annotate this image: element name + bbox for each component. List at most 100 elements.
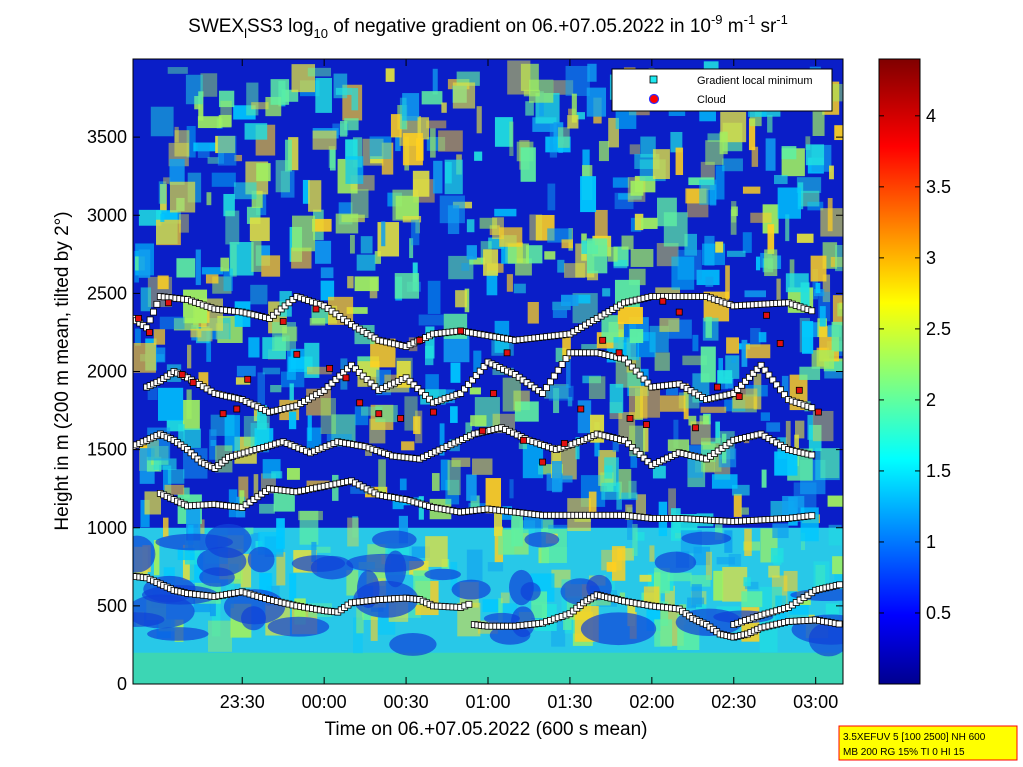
heatmap-cell xyxy=(820,208,843,237)
heatmap-cell xyxy=(452,82,476,109)
heatmap-cell xyxy=(140,287,152,312)
heatmap-cell xyxy=(601,315,619,343)
heatmap-cell xyxy=(447,460,461,496)
heatmap-cell xyxy=(198,91,204,121)
gradient-minimum-marker xyxy=(328,379,336,387)
heatmap-cell xyxy=(594,209,608,246)
heatmap-cell xyxy=(470,415,487,427)
cloud-marker xyxy=(643,421,650,429)
heatmap-cell xyxy=(717,370,733,384)
heatmap-cell xyxy=(427,280,441,314)
heatmap-cell xyxy=(673,419,679,449)
heatmap-cell xyxy=(777,187,801,219)
heatmap-cell xyxy=(412,170,430,197)
heatmap-cell xyxy=(580,176,597,213)
gradient-minimum-marker xyxy=(402,374,410,382)
heatmap-cell xyxy=(640,136,656,158)
heatmap-cell xyxy=(356,254,376,271)
heatmap-cell xyxy=(276,518,285,549)
cloud-marker xyxy=(735,393,743,400)
heatmap-cell xyxy=(443,334,470,363)
heatmap-cell xyxy=(607,246,618,262)
heatmap-cell xyxy=(356,605,364,634)
gradient-minimum-marker xyxy=(465,380,472,388)
y-tick-label: 3500 xyxy=(87,127,127,147)
heatmap-cell xyxy=(741,591,763,607)
cloud-marker xyxy=(675,308,683,316)
heatmap-cell xyxy=(482,599,499,613)
heatmap-cell xyxy=(177,547,195,561)
heatmap-cell xyxy=(582,149,590,180)
heatmap-cell xyxy=(401,441,415,451)
gradient-minimum-marker xyxy=(628,443,636,451)
heatmap-cell xyxy=(772,523,789,539)
heatmap-cell xyxy=(476,106,482,134)
gradient-minimum-marker xyxy=(753,365,761,373)
heatmap-cell xyxy=(716,557,735,565)
cloud-marker xyxy=(539,458,546,466)
heatmap-cell xyxy=(611,546,626,581)
heatmap-cell xyxy=(776,278,781,304)
heatmap-cell xyxy=(621,492,638,501)
heatmap-cell xyxy=(384,550,407,588)
gradient-minimum-marker xyxy=(410,381,418,389)
gradient-minimum-marker xyxy=(344,365,352,373)
heatmap-cell xyxy=(138,249,151,278)
heatmap-cell xyxy=(733,493,742,517)
heatmap-cell xyxy=(619,592,626,600)
heatmap-cell xyxy=(665,385,679,396)
heatmap-cell xyxy=(377,222,400,257)
heatmap-cell xyxy=(466,245,477,260)
gradient-minimum-marker xyxy=(406,377,414,385)
heatmap-cell xyxy=(483,612,520,625)
heatmap-cell xyxy=(470,495,480,509)
heatmap-cell xyxy=(340,120,348,137)
heatmap-cell xyxy=(157,387,184,421)
heatmap-cell xyxy=(250,284,268,305)
heatmap-cell xyxy=(793,482,817,508)
heatmap-cell xyxy=(183,428,201,448)
heatmap-cell xyxy=(667,439,690,452)
gradient-minimum-marker xyxy=(621,355,628,363)
heatmap-cell xyxy=(350,189,369,218)
gradient-minimum-marker xyxy=(457,389,465,397)
heatmap-cell xyxy=(834,560,842,590)
heatmap-cell xyxy=(249,217,270,242)
heatmap-cell xyxy=(220,100,232,127)
heatmap-cell xyxy=(714,524,723,540)
gradient-minimum-marker xyxy=(153,300,161,308)
legend-label-minimum: Gradient local minimum xyxy=(697,75,813,87)
heatmap-cell xyxy=(344,118,359,131)
heatmap-cell xyxy=(705,140,724,165)
heatmap-cell xyxy=(795,420,805,439)
heatmap-cell xyxy=(246,82,259,116)
heatmap-cell xyxy=(606,562,617,572)
heatmap-cell xyxy=(494,507,503,536)
heatmap-cell xyxy=(183,487,190,499)
heatmap-cell xyxy=(699,415,709,425)
cloud-marker xyxy=(692,424,699,432)
heatmap-cell xyxy=(796,233,814,243)
heatmap-cell xyxy=(615,109,637,129)
cloud-marker xyxy=(375,410,383,418)
heatmap-cell xyxy=(562,330,571,360)
heatmap-cell xyxy=(700,406,727,413)
heatmap-cell xyxy=(133,535,156,573)
heatmap-cell xyxy=(365,447,372,456)
heatmap-cell xyxy=(701,443,720,450)
heatmap-cell xyxy=(688,415,697,426)
heatmap-cell xyxy=(551,460,562,493)
heatmap-cell xyxy=(270,79,290,105)
heatmap-cell xyxy=(147,382,158,401)
heatmap-cell xyxy=(197,116,222,129)
heatmap-cell xyxy=(426,120,447,129)
gradient-minimum-marker xyxy=(539,389,546,397)
x-axis: 23:30 00:00 00:30 01:00 01:30 02:00 02:30 03:00 xyxy=(220,59,838,712)
heatmap-cell xyxy=(781,375,789,399)
gradient-minimum-marker xyxy=(146,316,154,324)
heatmap-cell xyxy=(153,458,177,470)
heatmap-cell xyxy=(668,488,676,517)
heatmap-cell xyxy=(450,362,461,383)
y-tick-label: 2000 xyxy=(87,362,127,382)
gradient-minimum-marker xyxy=(777,386,784,394)
